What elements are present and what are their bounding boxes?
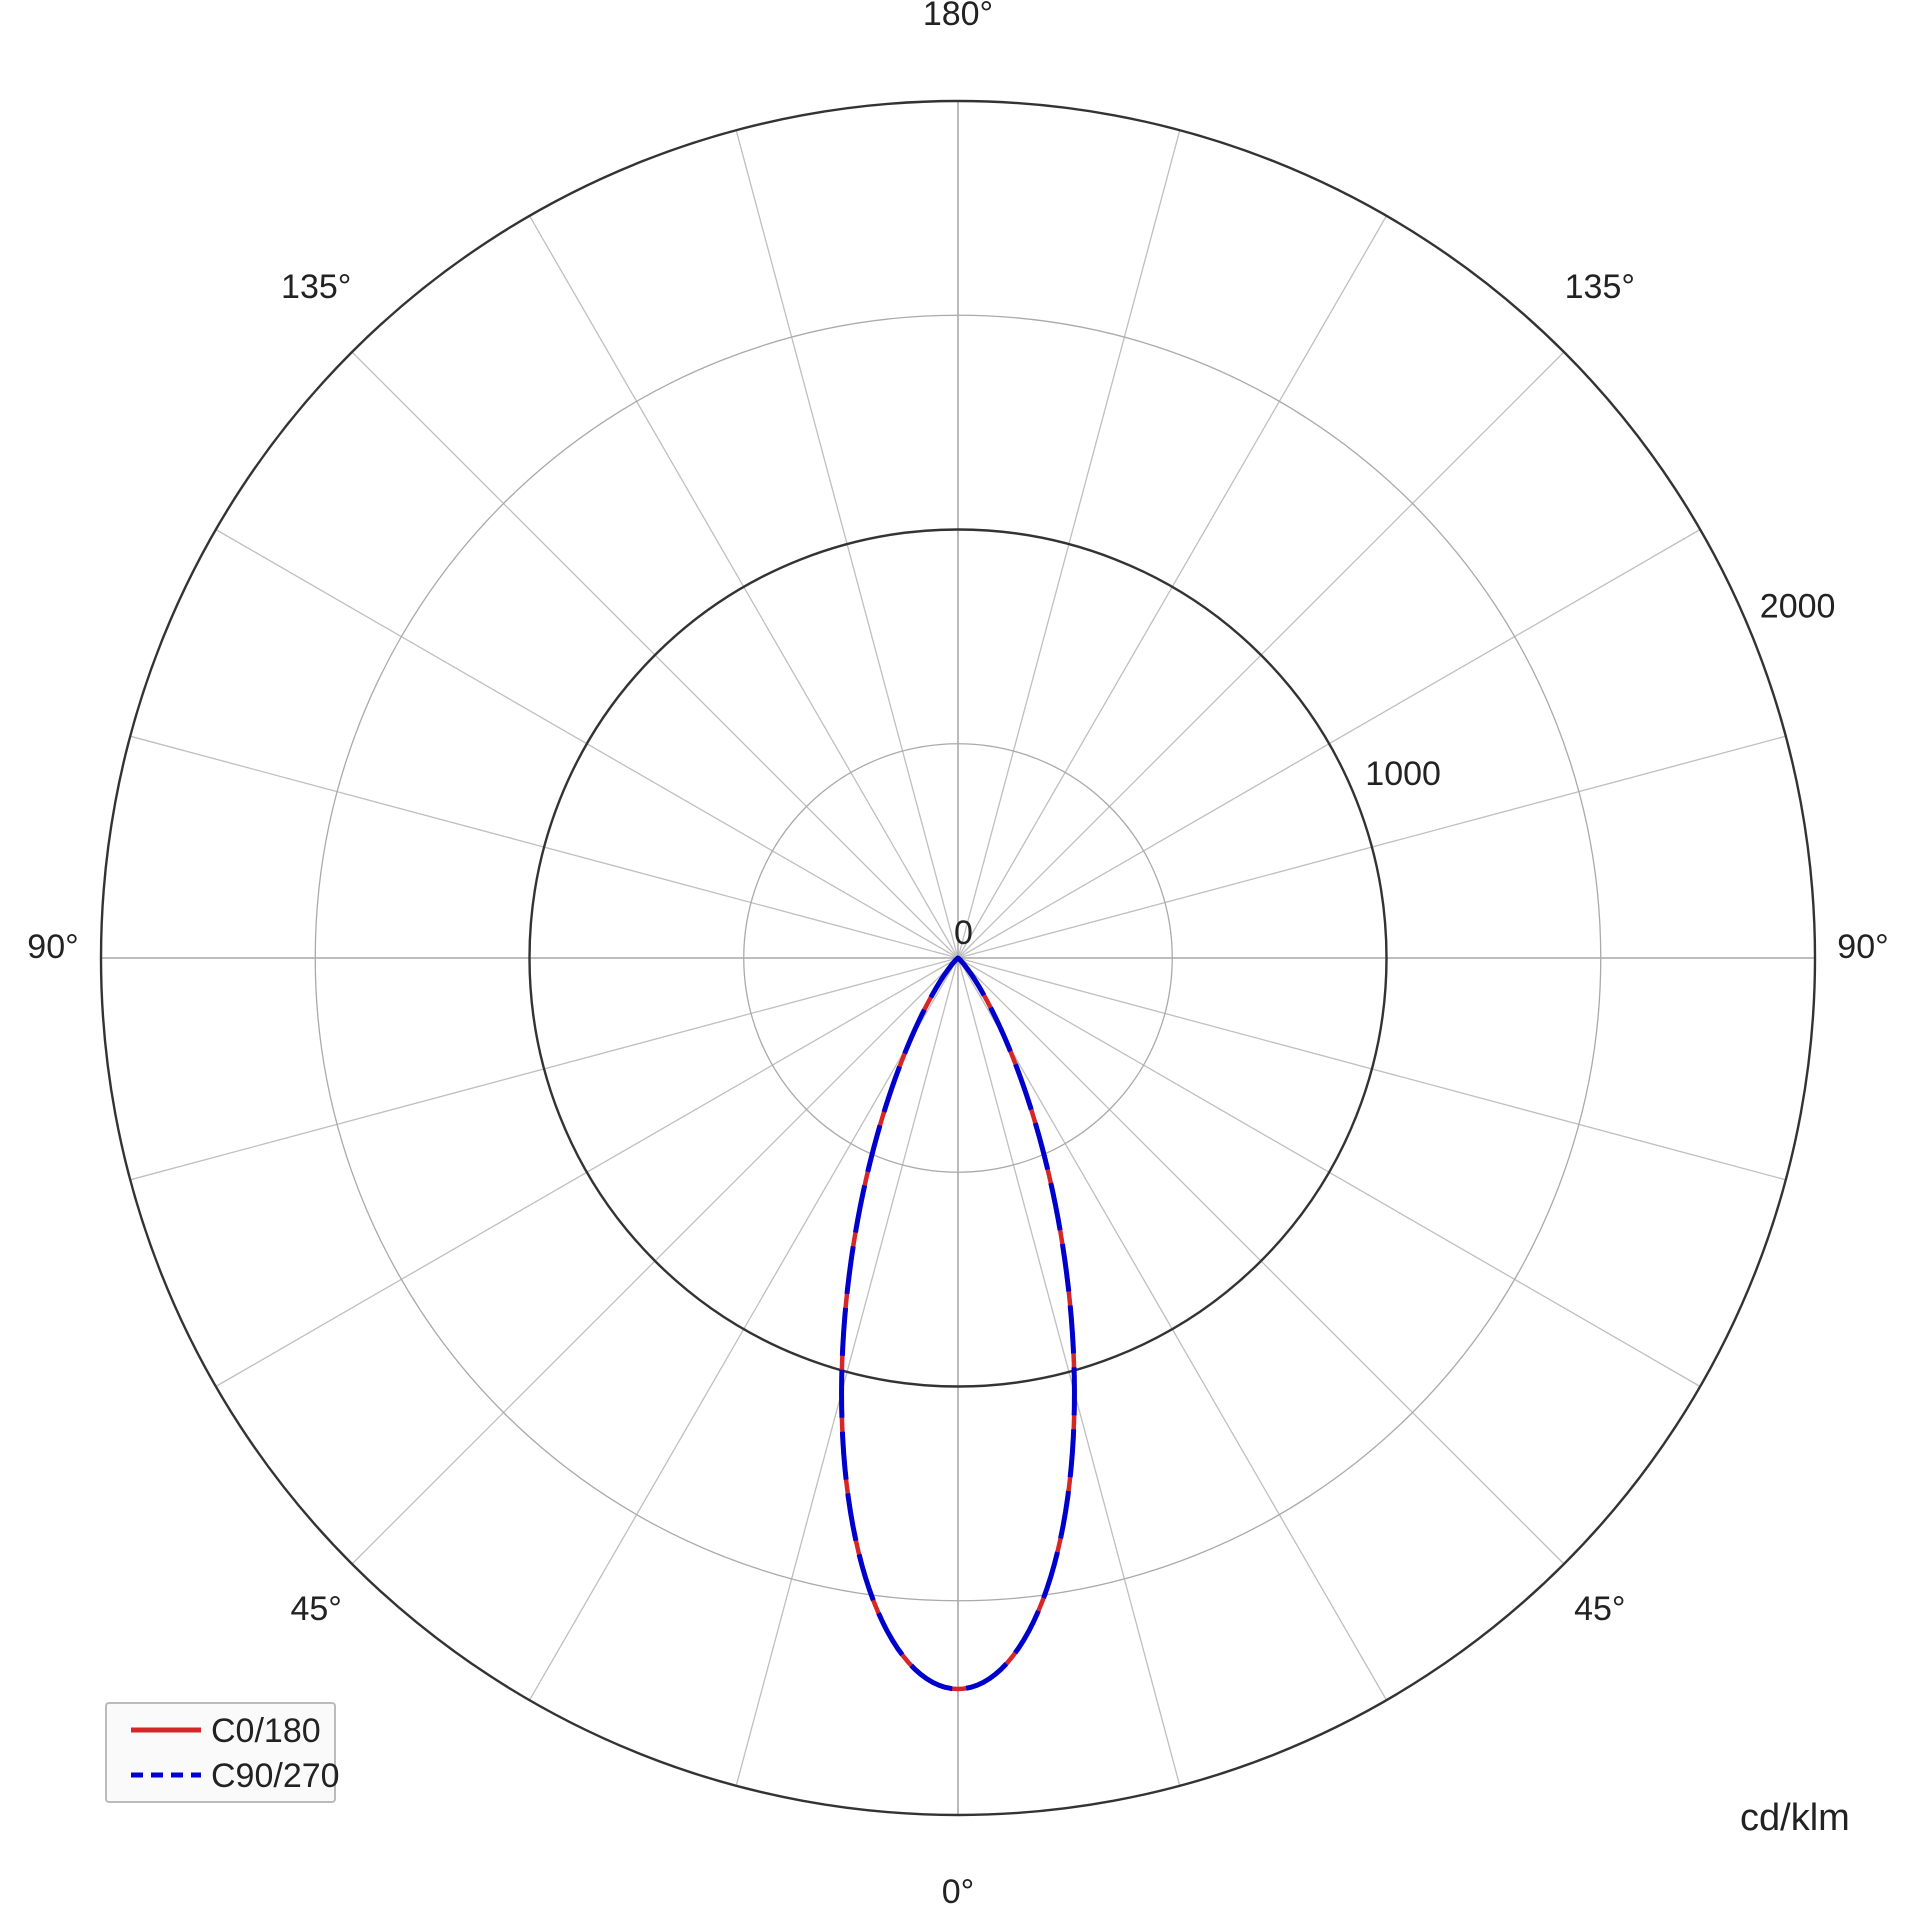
svg-text:135°: 135° xyxy=(281,268,351,306)
svg-text:C0/180: C0/180 xyxy=(211,1712,321,1750)
svg-text:45°: 45° xyxy=(1574,1590,1625,1628)
svg-text:2000: 2000 xyxy=(1760,588,1836,626)
svg-text:1000: 1000 xyxy=(1365,755,1441,793)
svg-text:90°: 90° xyxy=(1837,928,1888,966)
svg-text:90°: 90° xyxy=(27,928,78,966)
svg-text:45°: 45° xyxy=(290,1590,341,1628)
svg-text:C90/270: C90/270 xyxy=(211,1757,340,1795)
svg-text:cd/klm: cd/klm xyxy=(1740,1797,1850,1839)
svg-text:0°: 0° xyxy=(942,1873,975,1904)
svg-text:0: 0 xyxy=(954,914,973,952)
svg-text:180°: 180° xyxy=(923,0,993,33)
svg-text:135°: 135° xyxy=(1565,268,1635,306)
